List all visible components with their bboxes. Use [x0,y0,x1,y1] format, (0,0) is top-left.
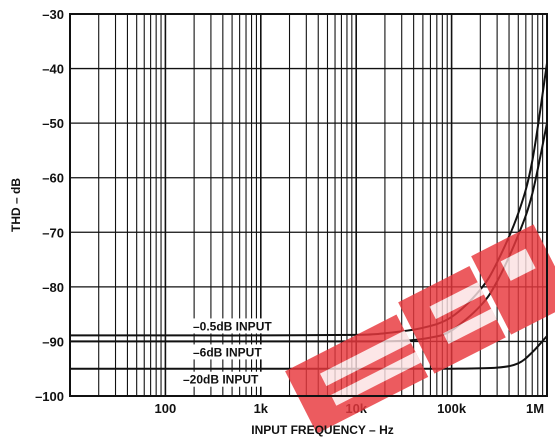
x-axis-title: INPUT FREQUENCY – Hz [251,423,393,437]
y-tick-label: –30 [42,7,64,22]
y-tick-label: –50 [42,116,64,131]
y-tick-label: –90 [42,334,64,349]
watermark-cut [330,351,421,406]
y-tick-label: –40 [42,62,64,77]
y-axis-title: THD – dB [9,178,23,232]
series-annotation-3: –20dB INPUT [183,373,259,387]
watermark-cut [319,330,411,387]
x-tick-label: 100 [155,401,177,416]
watermark-cut [429,282,484,320]
y-tick-label: –100 [35,389,64,404]
x-tick-label: 1M [526,401,544,416]
plot-frame [69,13,548,397]
series-annotation-2: –6dB INPUT [193,345,262,359]
series-annotation-1: –0.5dB INPUT [193,319,272,333]
y-tick-label: –80 [42,280,64,295]
watermark-cut [500,248,536,281]
series-annotations: –0.5dB INPUT –6dB INPUT –20dB INPUT [180,318,285,387]
annotation-bg [190,344,270,360]
x-tick-label: 100k [437,401,467,416]
annotation-bg [180,371,268,387]
y-tick-label: –60 [42,171,64,186]
y-tick-labels: –30 –40 –50 –60 –70 –80 –90 –100 [35,7,64,404]
x-tick-labels: 1001k10k100k1M [155,401,544,416]
annotation-bg [190,318,285,334]
watermark-cut [443,308,497,345]
series-line-3 [70,335,548,370]
y-tick-label: –70 [42,225,64,240]
x-tick-label: 1k [254,401,269,416]
